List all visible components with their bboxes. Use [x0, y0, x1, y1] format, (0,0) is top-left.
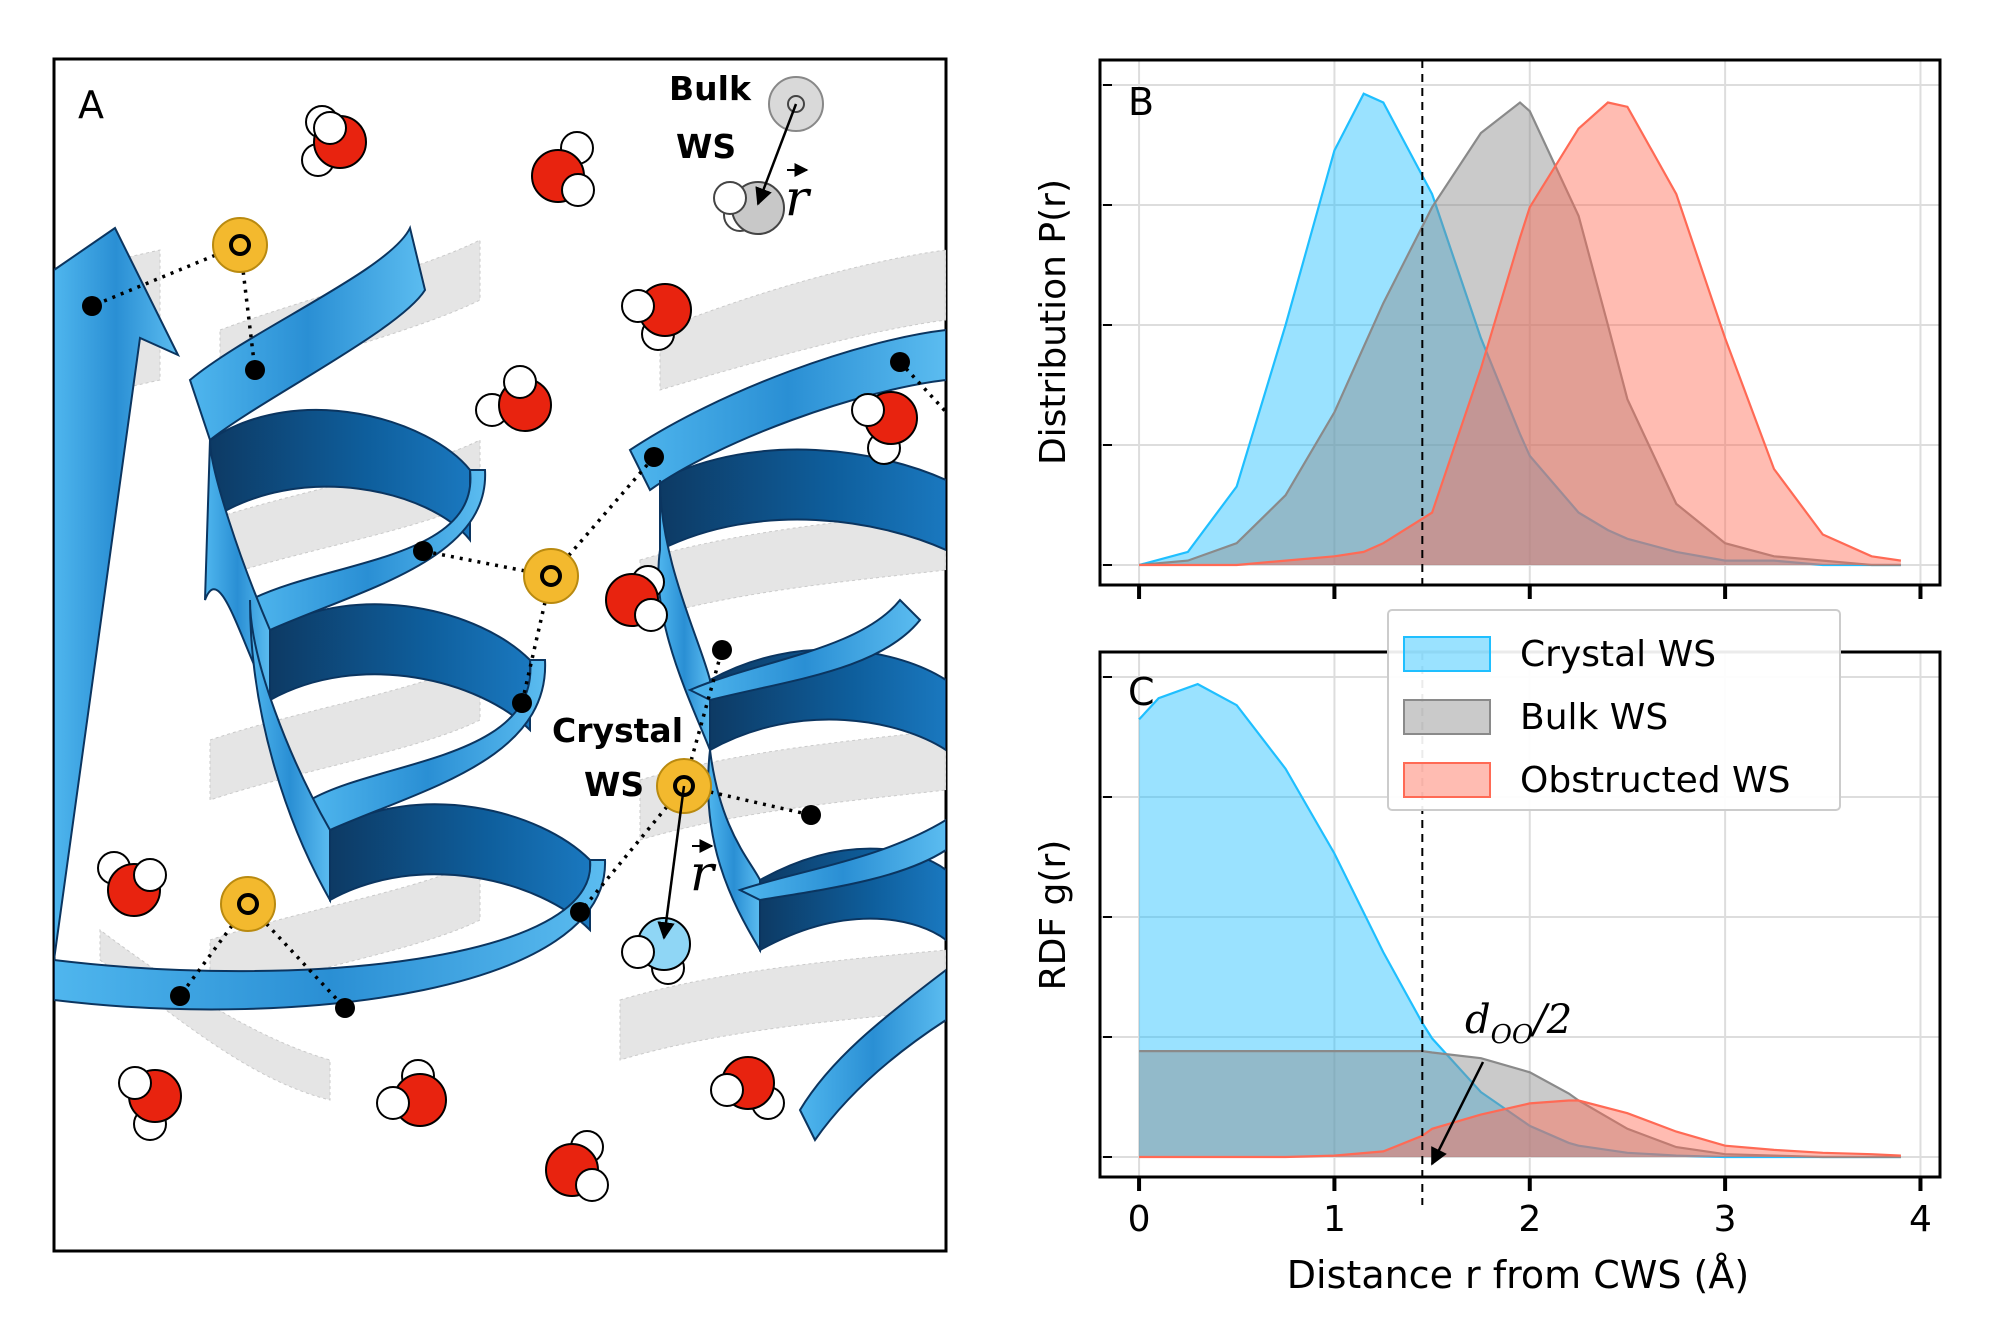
panel-a-illustration: A [52, 57, 948, 1253]
panel-b-series [1138, 92, 1902, 567]
displacement-arrow-icon [755, 103, 798, 206]
water-molecule-icon [118, 1066, 182, 1141]
panel-c-ylabel: RDF g(r) [1033, 840, 1074, 991]
x-tick-label: 2 [1518, 1199, 1541, 1240]
panel-b-ticks [1137, 585, 1923, 599]
water-molecule-icon [851, 391, 918, 465]
series-line-bulk-ws [1139, 101, 1901, 567]
panel-a-label: A [78, 83, 104, 127]
series-line-obstructed-ws [1139, 101, 1902, 567]
water-molecule-icon [545, 1130, 609, 1202]
water-molecule-icon [376, 1059, 447, 1127]
water-molecule-icon [531, 131, 595, 207]
bulk-ws-label-2: WS [676, 127, 736, 166]
series-line-obstructed-ws [1139, 1099, 1901, 1159]
x-tick-label: 3 [1714, 1199, 1737, 1240]
crystal-site-icon [212, 217, 268, 273]
panel-b-label: B [1128, 80, 1154, 124]
bulk-water-site [713, 76, 824, 235]
series-area-obstructed-ws [1139, 1100, 1901, 1157]
x-axis-label: Distance r from CWS (Å) [1287, 1253, 1749, 1297]
vector-r-label-bottom: r [690, 844, 717, 902]
panel-b-ylabel: Distribution P(r) [1033, 179, 1074, 465]
panel-c-label: C [1128, 670, 1155, 714]
series-area-bulk-ws [1139, 102, 1901, 565]
crystal-ws-label-2: WS [584, 765, 644, 804]
legend-box [1387, 609, 1841, 811]
legend-swatch [1403, 762, 1491, 798]
vector-r-label-top: r [785, 169, 812, 227]
legend: Crystal WS Bulk WS Obstructed WS [1387, 609, 1841, 811]
crystal-ws-label-1: Crystal [552, 711, 683, 750]
left-helix [54, 225, 607, 1011]
series-line-crystal-ws [1138, 92, 1901, 567]
panel-b-frame [1098, 58, 1942, 587]
series-area-crystal-ws [1139, 93, 1901, 565]
right-helix [628, 328, 946, 1142]
panel-c-chart: 0 1 2 3 4 C RDF g(r) dOO/2 Distance r from C… [1033, 650, 1942, 1297]
water-molecule-icon [605, 565, 668, 632]
crystal-site-icon [220, 876, 276, 932]
series-area-obstructed-ws [1139, 102, 1901, 565]
legend-swatch [1403, 636, 1491, 672]
panel-c-ticks: 0 1 2 3 4 [1128, 1177, 1932, 1240]
legend-entry: Bulk WS [1520, 697, 1668, 738]
annotation-arrow-icon [1430, 1061, 1485, 1166]
doo-annotation: dOO/2 [1465, 997, 1572, 1050]
water-molecule-icon [475, 365, 552, 432]
series-area-bulk-ws [1139, 1051, 1901, 1157]
x-tick-label: 0 [1128, 1199, 1151, 1240]
water-molecule-icon [301, 105, 367, 177]
legend-entry: Obstructed WS [1520, 760, 1790, 801]
crystal-site-icon [523, 548, 579, 604]
beta-strand-arrow [54, 226, 181, 961]
water-molecule-icon [97, 851, 167, 917]
displaced-crystal-water [621, 785, 691, 985]
legend-entry: Crystal WS [1520, 634, 1716, 675]
panel-c-series [1138, 682, 1901, 1159]
bulk-ws-label-1: Bulk [669, 69, 752, 108]
series-area-crystal-ws [1139, 684, 1901, 1157]
x-tick-label: 4 [1909, 1199, 1932, 1240]
water-molecule-icon [710, 1056, 785, 1120]
panel-b-grid [1100, 60, 1940, 585]
water-molecule-icon [621, 283, 692, 351]
series-line-bulk-ws [1139, 1050, 1901, 1159]
x-tick-label: 1 [1323, 1199, 1346, 1240]
protein-atoms [82, 296, 910, 1018]
panel-b-chart: B Distribution P(r) [1033, 58, 1942, 599]
water-molecules [97, 105, 918, 1202]
displacement-arrow-icon [657, 785, 686, 940]
legend-swatch [1403, 699, 1491, 735]
